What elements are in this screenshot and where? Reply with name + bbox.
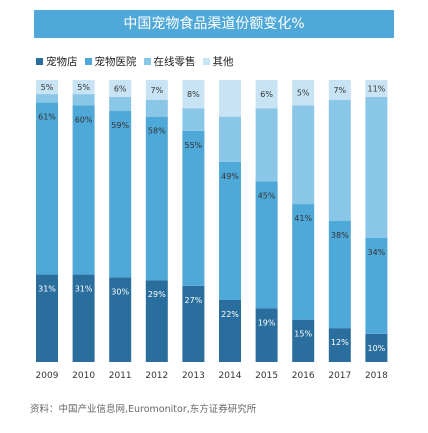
legend-label: 宠物店 [46, 55, 78, 68]
bar-2009-series-2 [36, 102, 58, 275]
legend-label: 在线零售 [153, 55, 196, 68]
x-tick-label-2015: 2015 [255, 371, 278, 381]
data-label-2012-series-1: 29% [148, 290, 166, 299]
legend-label: 宠物医院 [94, 55, 137, 68]
data-label-2015-series-1: 19% [258, 318, 276, 327]
data-label-2010-series-2: 60% [75, 115, 93, 124]
data-label-2010-series-1: 31% [75, 285, 93, 294]
legend-label: 其他 [212, 55, 234, 68]
x-tick-label-2010: 2010 [72, 371, 95, 381]
bar-2017-series-2 [328, 221, 351, 329]
data-label-2011-series-4: 6% [114, 84, 127, 93]
x-tick-label-2011: 2011 [109, 371, 132, 381]
data-label-layer: 31% 61% 5% 31% 60% 5% 30% 59% 6% 29% 58% 7% 27% 55% 8%… [38, 83, 386, 353]
x-axis-ticks: 2009 2010 2011 2012 2013 2014 2015 2016 2017 2018 [36, 371, 389, 381]
bar-2015-series-2 [255, 181, 278, 309]
data-label-2011-series-1: 30% [111, 287, 129, 296]
data-label-2017-series-4: 7% [333, 86, 346, 95]
data-label-2009-series-4: 5% [41, 83, 54, 92]
data-label-2013-series-4: 8% [187, 90, 200, 99]
bar-2010-series-2 [72, 105, 95, 275]
bar-2015-series-1 [255, 308, 278, 362]
legend-swatch [84, 57, 92, 65]
data-label-2009-series-1: 31% [38, 285, 56, 294]
bar-2011-series-1 [109, 277, 132, 362]
bar-2009-series-3 [36, 94, 58, 103]
bar-2010-series-3 [72, 94, 95, 106]
data-label-2014-series-1: 22% [221, 310, 239, 319]
bar-2013-series-1 [182, 285, 205, 362]
x-tick-label-2018: 2018 [365, 371, 388, 381]
data-label-2012-series-4: 7% [150, 86, 163, 95]
bar-2013-series-4 [182, 80, 205, 109]
legend-swatch [202, 57, 210, 65]
bar-2012-series-4 [145, 80, 168, 100]
bar-2016-series-3 [292, 105, 315, 205]
bar-2015-series-3 [255, 108, 278, 182]
bar-2018-series-4 [365, 80, 388, 97]
data-label-2018-series-1: 10% [368, 344, 386, 353]
x-tick-label-2016: 2016 [292, 371, 315, 381]
data-label-2017-series-2: 38% [331, 231, 349, 240]
legend-swatch [143, 57, 151, 65]
x-tick-label-2017: 2017 [328, 371, 351, 381]
bar-2011-series-4 [109, 80, 132, 97]
chart-plot: 31% 61% 5% 31% 60% 5% 30% 59% 6% 29% 58% 7% 27% 55% 8%… [36, 80, 389, 381]
bar-layer [36, 80, 388, 362]
x-tick-label-2014: 2014 [219, 371, 242, 381]
bar-2016-series-4 [292, 80, 315, 106]
bar-2012-series-3 [145, 99, 168, 117]
data-label-2015-series-4: 6% [260, 90, 273, 99]
data-label-2018-series-2: 34% [368, 248, 386, 257]
bar-2013-series-2 [182, 130, 205, 286]
bar-2011-series-3 [109, 96, 132, 112]
legend-item-1: 宠物店 [36, 54, 78, 69]
data-label-2011-series-2: 59% [111, 121, 129, 130]
bar-2017-series-3 [328, 99, 351, 221]
legend-swatch [36, 57, 43, 65]
bar-2014-series-1 [219, 299, 241, 362]
data-label-2012-series-2: 58% [148, 127, 166, 136]
bar-2018-series-2 [365, 237, 388, 334]
bar-2013-series-3 [182, 108, 205, 131]
bar-2017-series-1 [328, 328, 351, 362]
bar-2010-series-4 [72, 80, 95, 95]
chart-legend: 宠物店 宠物医院 在线零售 其他 [36, 52, 416, 70]
bar-2018-series-3 [365, 96, 388, 238]
chart-title: 中国宠物食品渠道份额变化% [34, 10, 394, 38]
bar-2017-series-4 [328, 80, 351, 100]
bar-2009-series-4 [36, 80, 58, 95]
bar-2014-series-2 [219, 161, 241, 300]
bar-2015-series-4 [255, 80, 278, 109]
bar-2009-series-1 [36, 274, 58, 362]
bar-2018-series-1 [365, 333, 388, 362]
data-label-2009-series-2: 61% [38, 113, 56, 122]
legend-item-2: 宠物医院 [84, 54, 137, 69]
legend-item-3: 在线零售 [143, 54, 196, 69]
data-label-2016-series-2: 41% [294, 214, 312, 223]
bar-2012-series-1 [145, 280, 168, 362]
bar-2011-series-2 [109, 111, 132, 278]
data-label-2014-series-2: 49% [221, 172, 239, 181]
x-tick-label-2009: 2009 [36, 371, 59, 381]
data-label-2013-series-1: 27% [185, 296, 203, 305]
x-tick-label-2012: 2012 [145, 371, 168, 381]
bar-2016-series-1 [292, 319, 315, 362]
x-tick-label-2013: 2013 [182, 371, 205, 381]
bar-2010-series-1 [72, 274, 95, 362]
bar-2016-series-2 [292, 204, 315, 320]
bar-2014-series-4 [219, 80, 241, 117]
data-label-2013-series-2: 55% [185, 141, 203, 150]
data-label-2010-series-4: 5% [77, 83, 90, 92]
data-label-2015-series-2: 45% [258, 192, 276, 201]
legend-item-4: 其他 [202, 54, 234, 69]
source-note: 资料：中国产业信息网,Euromonitor,东方证券研究所 [30, 404, 257, 415]
data-label-2017-series-1: 12% [331, 338, 349, 347]
bar-2014-series-3 [219, 116, 241, 162]
data-label-2016-series-4: 5% [297, 89, 310, 98]
bar-2012-series-2 [145, 116, 168, 281]
data-label-2018-series-4: 11% [368, 84, 386, 93]
data-label-2016-series-1: 15% [294, 330, 312, 339]
